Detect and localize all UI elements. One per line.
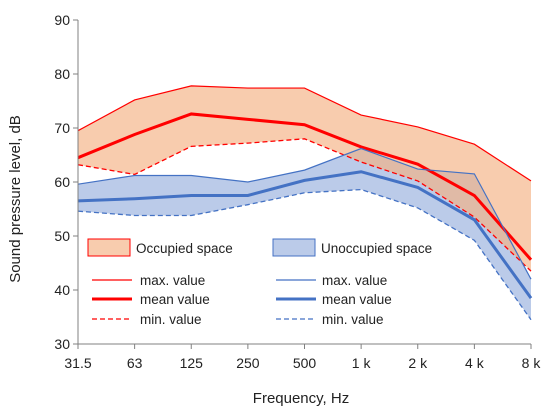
- axes-layer: [73, 19, 532, 349]
- y-tick-label: 50: [54, 228, 70, 244]
- x-tick-label: 1 k: [352, 355, 372, 371]
- x-axis-label: Frequency, Hz: [253, 390, 349, 407]
- x-tick-label: 4 k: [465, 355, 485, 371]
- y-tick-label: 30: [54, 336, 70, 352]
- legend-label-occupied: Occupied space: [136, 241, 233, 256]
- y-tick-label: 90: [54, 12, 70, 28]
- y-tick-label: 60: [54, 174, 70, 190]
- legend-text-unoccupied-dashed: min. value: [322, 312, 384, 327]
- legend-label-unoccupied: Unoccupied space: [321, 241, 432, 256]
- legend-text-unoccupied-thin: max. value: [322, 273, 387, 288]
- band-unoccupied-space: [78, 148, 531, 320]
- x-tick-label: 31.5: [64, 355, 91, 371]
- x-tick-label: 2 k: [408, 355, 428, 371]
- occupied-mean-value-line: [77, 112, 533, 261]
- legend-text-occupied-thick: mean value: [140, 292, 210, 307]
- x-tick-label: 125: [180, 355, 204, 371]
- legend-text-unoccupied-thick: mean value: [322, 292, 392, 307]
- legend: Occupied space max. value mean value min. v…: [87, 238, 432, 327]
- unoccupied-min-value-line: [77, 188, 532, 321]
- y-tick-label: 70: [54, 120, 70, 136]
- occupied-min-value-line: [77, 138, 532, 272]
- legend-text-occupied-dashed: min. value: [140, 312, 202, 327]
- y-axis-label: Sound pressure level, dB: [7, 115, 24, 283]
- lines-layer: [77, 85, 533, 321]
- x-tick-label: 250: [236, 355, 260, 371]
- x-tick-label: 8 k: [522, 355, 542, 371]
- legend-text-occupied-thin: max. value: [140, 273, 205, 288]
- x-tick-label: 500: [293, 355, 317, 371]
- unoccupied-mean-value-line: [77, 170, 533, 299]
- legend-swatch-unoccupied: [272, 238, 316, 257]
- x-tick-label: 63: [127, 355, 143, 371]
- occupied-max-value-line: [77, 85, 532, 182]
- bands-layer: [78, 85, 531, 320]
- unoccupied-max-value-line: [77, 147, 532, 280]
- y-tick-label: 40: [54, 282, 70, 298]
- legend-swatch-occupied: [87, 238, 131, 257]
- band-occupied-space: [78, 85, 531, 272]
- y-tick-label: 80: [54, 66, 70, 82]
- tick-labels: 30 40 50 60 70 80 90 31.5 63 125 250 500 1 k 2 k 4 k 8 …: [54, 12, 541, 371]
